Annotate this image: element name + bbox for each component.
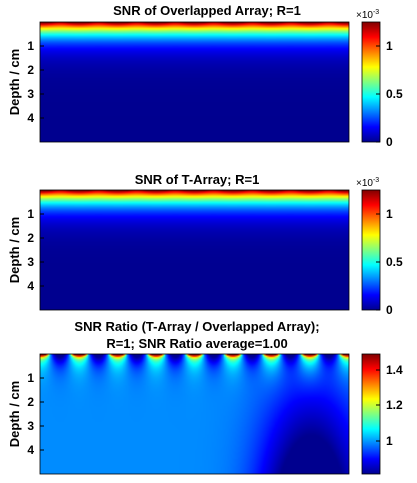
panel-2: SNR of T-Array; R=1 1 2 3 4 Depth / cm 0… — [7, 172, 403, 317]
panel-1-ytick-label: 2 — [27, 63, 34, 77]
panel-3-ytick-label: 1 — [27, 371, 34, 385]
panel-2-ytick-label: 1 — [27, 207, 34, 221]
panel-3: SNR Ratio (T-Array / Overlapped Array); … — [7, 319, 403, 475]
panel-1-cbar-tick-label: 0.5 — [386, 87, 403, 101]
panel-2-title: SNR of T-Array; R=1 — [135, 172, 260, 187]
panel-3-cbar-tick-label: 1.4 — [386, 363, 403, 377]
panel-3-heatmap — [40, 354, 349, 474]
panel-1-cbar-tick-label: 0 — [386, 135, 393, 149]
panel-3-ytick-label: 4 — [27, 443, 34, 457]
panel-3-ylabel: Depth / cm — [7, 381, 22, 447]
panel-2-cbar-tick-label: 0 — [386, 303, 393, 317]
panel-2-axes-box — [39, 189, 350, 311]
panel-1-axes-box — [39, 21, 350, 143]
panel-1-cbar-tick-label: 1 — [386, 39, 393, 53]
panel-2-colorbar — [362, 190, 380, 310]
panel-2-heatmap — [40, 190, 349, 310]
panel-1-ytick-label: 3 — [27, 87, 34, 101]
panel-2-ytick-label: 2 — [27, 231, 34, 245]
panel-2-ytick-label: 3 — [27, 255, 34, 269]
panel-1-ylabel: Depth / cm — [7, 49, 22, 115]
panel-3-yticks: 1 2 3 4 — [27, 371, 44, 457]
panel-3-ytick-label: 3 — [27, 419, 34, 433]
panel-3-cbar-tick-label: 1.2 — [386, 398, 403, 412]
panel-1-ytick-label: 4 — [27, 111, 34, 125]
panel-2-cbar-tick-label: 1 — [386, 207, 393, 221]
panel-3-ytick-label: 2 — [27, 395, 34, 409]
panel-3-title-line2: R=1; SNR Ratio average=1.00 — [106, 336, 287, 351]
panel-3-axes-box — [39, 353, 350, 475]
panel-2-cbar-tick-label: 0.5 — [386, 255, 403, 269]
panel-1-ytick-label: 1 — [27, 39, 34, 53]
panel-1-colorbar — [362, 22, 380, 142]
panel-1: SNR of Overlapped Array; R=1 1 2 3 4 Dep… — [7, 3, 403, 149]
panel-2-yticks: 1 2 3 4 — [27, 207, 44, 293]
panel-1-heatmap — [40, 22, 349, 142]
panel-1-colorbar-frame — [361, 21, 381, 143]
panel-3-colorbar-ticks: 1 1.2 1.4 — [376, 363, 403, 448]
panel-2-ylabel: Depth / cm — [7, 217, 22, 283]
panel-2-colorbar-ticks: 0 0.5 1 — [376, 207, 403, 317]
panel-3-colorbar — [362, 354, 380, 474]
panel-1-colorbar-ticks: 0 0.5 1 — [376, 39, 403, 149]
panel-1-colorbar-exponent: ×10-3 — [356, 9, 379, 21]
panel-2-colorbar-exponent: ×10-3 — [356, 177, 379, 189]
panel-3-title: SNR Ratio (T-Array / Overlapped Array); — [74, 319, 319, 334]
panel-1-yticks: 1 2 3 4 — [27, 39, 44, 125]
panel-3-cbar-tick-label: 1 — [386, 434, 393, 448]
panel-1-title: SNR of Overlapped Array; R=1 — [113, 3, 301, 18]
panel-2-colorbar-frame — [361, 189, 381, 311]
panel-2-ytick-label: 4 — [27, 279, 34, 293]
panel-3-colorbar-frame — [361, 353, 381, 475]
